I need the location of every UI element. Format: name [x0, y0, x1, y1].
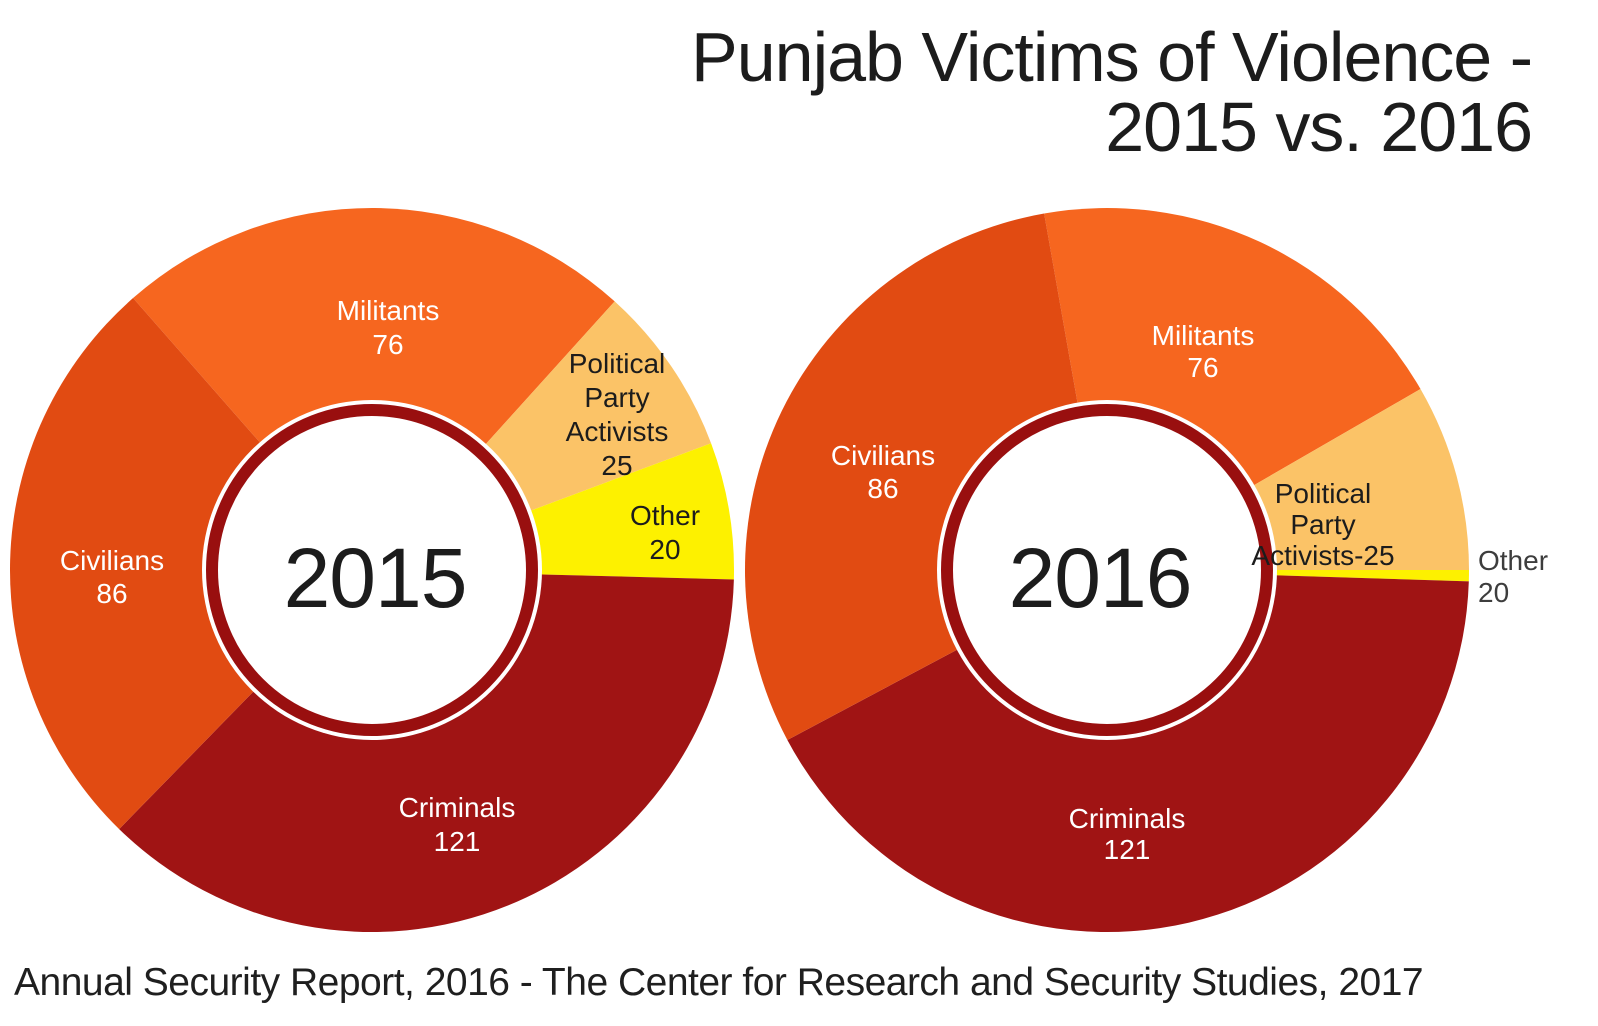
donut-ring-2015	[206, 404, 538, 736]
chart-title: Punjab Victims of Violence - 2015 vs. 20…	[691, 18, 1533, 166]
slice-label-2015-civilians: Civilians 86	[60, 545, 164, 609]
chart-title-line-1: Punjab Victims of Violence -	[691, 18, 1533, 96]
year-label-2015: 2015	[284, 531, 467, 625]
year-label-2016: 2016	[1009, 531, 1192, 625]
slice-label-2016-militants: Militants 76	[1152, 320, 1255, 383]
slice-label-2016-criminals: Criminals 121	[1069, 803, 1186, 865]
donut-chart-2016: 2016 Militants 76 Political Party Activists-2…	[744, 208, 1548, 933]
pie-2015-slice-militants	[133, 207, 615, 571]
slice-label-2016-political-party-activists: Political Party Activists-25	[1251, 478, 1394, 571]
pie-2015-slice-civilians	[9, 298, 372, 830]
chart-title-line-2: 2015 vs. 2016	[1105, 88, 1533, 166]
pie-2015-slice-criminals	[119, 570, 734, 933]
pie-2016-slice-criminals	[787, 570, 1469, 933]
slice-label-2015-criminals: Criminals 121	[399, 792, 516, 857]
donut-ring-2016	[941, 404, 1273, 736]
source-note: Annual Security Report, 2016 - The Cente…	[14, 961, 1424, 1004]
slice-label-2016-other: Other 20	[1478, 545, 1548, 608]
slice-label-2016-civilians: Civilians 86	[831, 440, 935, 504]
donut-chart-2015: 2015 Militants 76 Political Party Activists 25…	[9, 207, 735, 933]
slice-label-2015-other: Other 20	[630, 500, 700, 565]
slice-label-2015-militants: Militants 76	[337, 295, 440, 360]
slice-label-2015-political-party-activists: Political Party Activists 25	[566, 348, 669, 481]
